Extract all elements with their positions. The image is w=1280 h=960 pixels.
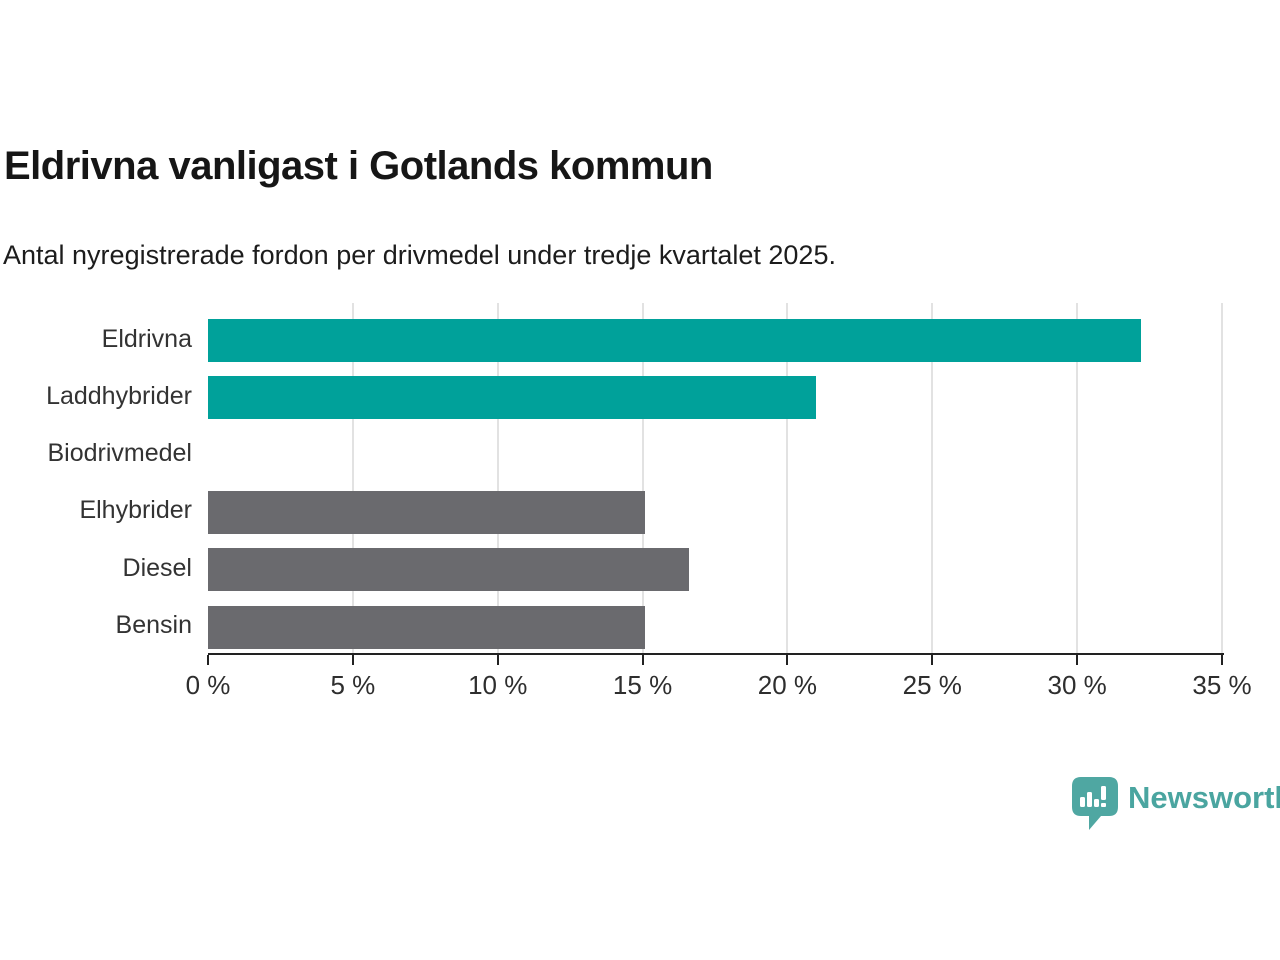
gridline-25 <box>931 303 934 653</box>
gridline-30 <box>1076 303 1079 653</box>
bar-bensin <box>208 605 646 649</box>
x-axis-line <box>208 653 1224 655</box>
category-label-diesel: Diesel <box>122 553 192 582</box>
x-axis-tick-label-0: 0 % <box>185 670 231 700</box>
category-label-bensin: Bensin <box>115 611 192 639</box>
x-axis-tick-0 <box>207 655 209 665</box>
x-axis-tick-5 <box>351 655 354 665</box>
x-axis-tick-label-25: 25 % <box>902 670 962 700</box>
category-label-biodrivmedel: Biodrivmedel <box>47 439 192 468</box>
x-axis-tick-20 <box>786 655 789 665</box>
gridline-5 <box>351 303 354 653</box>
x-axis-tick-label-15: 15 % <box>612 670 673 700</box>
gridline-10 <box>496 303 499 653</box>
x-axis-tick-25 <box>931 655 934 665</box>
gridline-35 <box>1221 303 1223 653</box>
x-axis-tick-label-5: 5 % <box>330 670 376 700</box>
x-axis-tick-label-30: 30 % <box>1047 670 1107 700</box>
chart-title: Eldrivna vanligast i Gotlands kommun <box>4 144 713 188</box>
x-axis-tick-label-10: 10 % <box>468 670 528 700</box>
category-label-eldrivna: Eldrivna <box>101 324 192 353</box>
x-axis-tick-10 <box>496 655 499 665</box>
x-axis-tick-15 <box>641 655 644 665</box>
gridline-15 <box>641 303 644 653</box>
x-axis-tick-30 <box>1076 655 1079 665</box>
x-axis-tick-label-35: 35 % <box>1192 670 1252 700</box>
bar-diesel <box>208 548 689 592</box>
gridline-20 <box>786 303 789 653</box>
bar-laddhybrider <box>208 376 817 420</box>
category-label-elhybrider: Elhybrider <box>79 496 192 525</box>
bar-eldrivna <box>208 319 1141 362</box>
category-label-laddhybrider: Laddhybrider <box>46 381 192 410</box>
x-axis-tick-label-20: 20 % <box>757 670 818 700</box>
chart-subtitle: Antal nyregistrerade fordon per drivmede… <box>3 240 836 270</box>
brand-footer: Newsworthy <box>1072 777 1280 831</box>
brand-name: Newsworthy <box>1128 780 1280 815</box>
x-axis-tick-35 <box>1221 655 1223 665</box>
newsworthy-logo-icon <box>1072 777 1118 830</box>
bar-elhybrider <box>208 490 646 534</box>
